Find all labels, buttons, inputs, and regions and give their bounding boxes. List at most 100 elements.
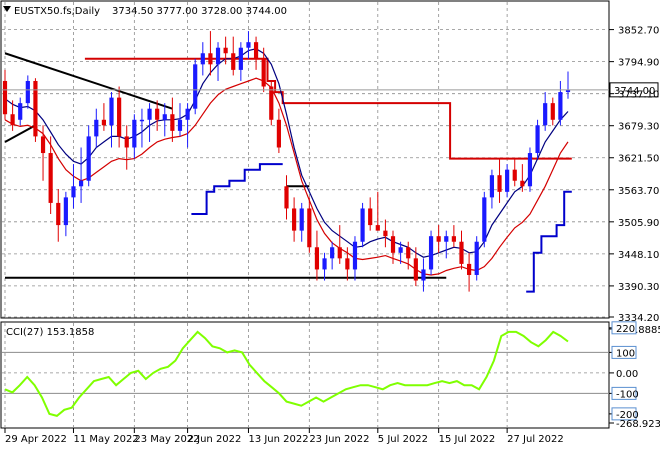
candle-body-down <box>170 114 175 131</box>
candle-body-down <box>345 258 350 270</box>
y-tick-label: 3794.90 <box>618 58 659 69</box>
candle-body-down <box>368 208 373 226</box>
cci-label: CCI(27) 153.1858 <box>6 327 94 338</box>
cci-y-tick-label: 228.8885 <box>616 325 660 336</box>
x-tick-label: 13 Jun 2022 <box>248 434 308 445</box>
cci-level-badge <box>611 407 637 421</box>
candle-body-up <box>86 136 91 181</box>
candle-body-down <box>276 119 281 148</box>
candle-body-down <box>155 108 160 120</box>
candle-body-down <box>48 153 53 203</box>
candle-body-up <box>109 97 114 126</box>
collapse-arrow-icon <box>3 6 11 12</box>
candle-body-up <box>299 208 304 231</box>
cci-y-tick-label: -100 <box>616 389 639 400</box>
candle-body-up <box>215 47 221 65</box>
ohlc-values: 3734.50 3777.00 3728.00 3744.00 <box>112 6 287 17</box>
candle-body-up <box>527 153 533 187</box>
price-channels <box>84 57 572 293</box>
candle-body-up <box>246 42 251 48</box>
candle-body-up <box>71 186 76 198</box>
x-tick-label: 15 Jul 2022 <box>439 434 496 445</box>
short-support-line <box>4 124 36 143</box>
upper-channel-line <box>84 57 572 160</box>
candle-body-up <box>25 80 30 104</box>
cci-y-tick-label: 100 <box>616 348 635 359</box>
candle-body-up <box>193 64 198 109</box>
x-tick-label: 11 May 2022 <box>73 434 138 445</box>
last-price-line-group: 3744.00 <box>2 82 659 98</box>
moving-averages <box>4 48 569 276</box>
candle-body-down <box>284 186 289 209</box>
candle-body-up <box>474 241 479 275</box>
chart-header: EUSTX50.fs,Daily 3734.50 3777.00 3728.00… <box>3 6 287 17</box>
candles <box>2 31 571 292</box>
candle-body-down <box>208 53 213 65</box>
candle-body-down <box>314 247 320 270</box>
candle-body-up <box>177 119 183 131</box>
main-pane-frame <box>0 0 610 319</box>
candle-body-down <box>253 42 259 59</box>
x-tick-label: 23 May 2022 <box>134 434 199 445</box>
trendlines <box>4 52 447 279</box>
candle-body-down <box>550 103 555 120</box>
candle-body-up <box>18 103 23 120</box>
candle-body-up <box>444 236 449 242</box>
cci-series <box>2 330 609 417</box>
candle-body-down <box>307 208 312 248</box>
candle-body-down <box>459 241 464 264</box>
candle-body-down <box>512 169 517 181</box>
cci-y-tick-label: 0.00 <box>616 369 638 380</box>
candle-body-up <box>543 103 548 126</box>
candle-body-down <box>223 47 228 54</box>
candle-body-down <box>520 180 525 187</box>
candle-body-down <box>375 225 380 231</box>
cci-y-tick-label: -268.9239 <box>616 419 660 430</box>
candle-body-up <box>565 89 571 93</box>
candle-body-down <box>390 236 396 253</box>
down-trendline <box>4 52 173 110</box>
candle-body-down <box>2 80 8 115</box>
candle-body-up <box>63 197 68 226</box>
y-tick-label: 3621.50 <box>618 154 659 165</box>
cci-level-badge <box>611 386 637 400</box>
candle-body-down <box>292 208 297 231</box>
candle-body-up <box>482 197 487 242</box>
candle-body-down <box>124 136 129 148</box>
grid-lines <box>2 2 609 428</box>
y-tick-label: 3737.10 <box>618 90 659 101</box>
cci-level-badge <box>611 321 637 335</box>
last-price-label-box <box>609 82 659 98</box>
candle-body-down <box>497 175 502 192</box>
candle-body-down <box>10 114 15 126</box>
candle-body-up <box>535 125 540 154</box>
y-tick-label: 3390.30 <box>618 282 659 293</box>
candle-body-down <box>56 202 61 226</box>
cci-y-tick-label: 220 <box>616 324 635 335</box>
candle-body-up <box>360 208 365 242</box>
candle-body-up <box>505 169 510 192</box>
lower-channel-line <box>191 163 572 293</box>
candle-body-up <box>139 119 145 122</box>
candle-body-up <box>322 258 327 270</box>
candle-body-down <box>337 247 342 259</box>
candle-body-down <box>101 119 106 126</box>
candle-body-up <box>421 269 426 281</box>
y-tick-label: 3563.70 <box>618 186 659 197</box>
candle-body-up <box>428 236 434 270</box>
candle-body-up <box>200 53 205 65</box>
last-price-label: 3744.00 <box>614 86 655 97</box>
x-tick-label: 29 Apr 2022 <box>5 434 67 445</box>
candle-body-down <box>467 263 472 275</box>
candle-body-down <box>261 58 266 87</box>
candle-body-up <box>78 180 84 187</box>
candle-body-down <box>406 247 411 259</box>
candle-body-up <box>147 108 152 120</box>
x-tick-label: 5 Jul 2022 <box>378 434 428 445</box>
x-tick-label: 23 Jun 2022 <box>309 434 369 445</box>
ma-slow-line <box>4 77 569 276</box>
candle-body-up <box>330 247 335 259</box>
candle-body-down <box>117 97 122 137</box>
y-tick-label: 3334.20 <box>618 313 659 324</box>
